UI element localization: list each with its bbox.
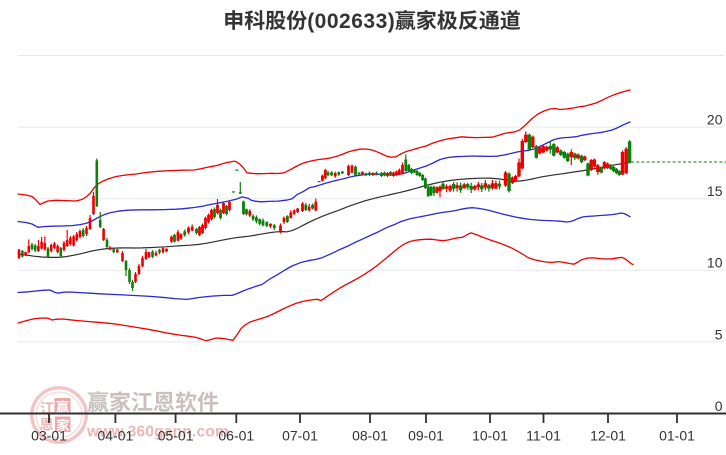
svg-text:04-01: 04-01 <box>97 428 133 444</box>
svg-text:01-01: 01-01 <box>659 428 695 444</box>
svg-text:12-01: 12-01 <box>590 428 626 444</box>
svg-text:03-01: 03-01 <box>31 428 67 444</box>
svg-text:20: 20 <box>707 112 723 128</box>
svg-text:15: 15 <box>707 183 723 199</box>
svg-text:06-01: 06-01 <box>218 428 254 444</box>
svg-text:05-01: 05-01 <box>158 428 194 444</box>
svg-text:09-01: 09-01 <box>408 428 444 444</box>
svg-text:(002633): (002633) <box>307 10 395 33</box>
svg-text:11-01: 11-01 <box>526 428 561 444</box>
svg-text:08-01: 08-01 <box>352 428 388 444</box>
svg-text:10: 10 <box>707 255 723 271</box>
svg-text:www.360gann.com: www.360gann.com <box>86 424 229 441</box>
svg-text:10-01: 10-01 <box>472 428 508 444</box>
svg-text:0: 0 <box>715 398 723 414</box>
svg-text:5: 5 <box>715 326 723 342</box>
svg-text:07-01: 07-01 <box>282 428 318 444</box>
